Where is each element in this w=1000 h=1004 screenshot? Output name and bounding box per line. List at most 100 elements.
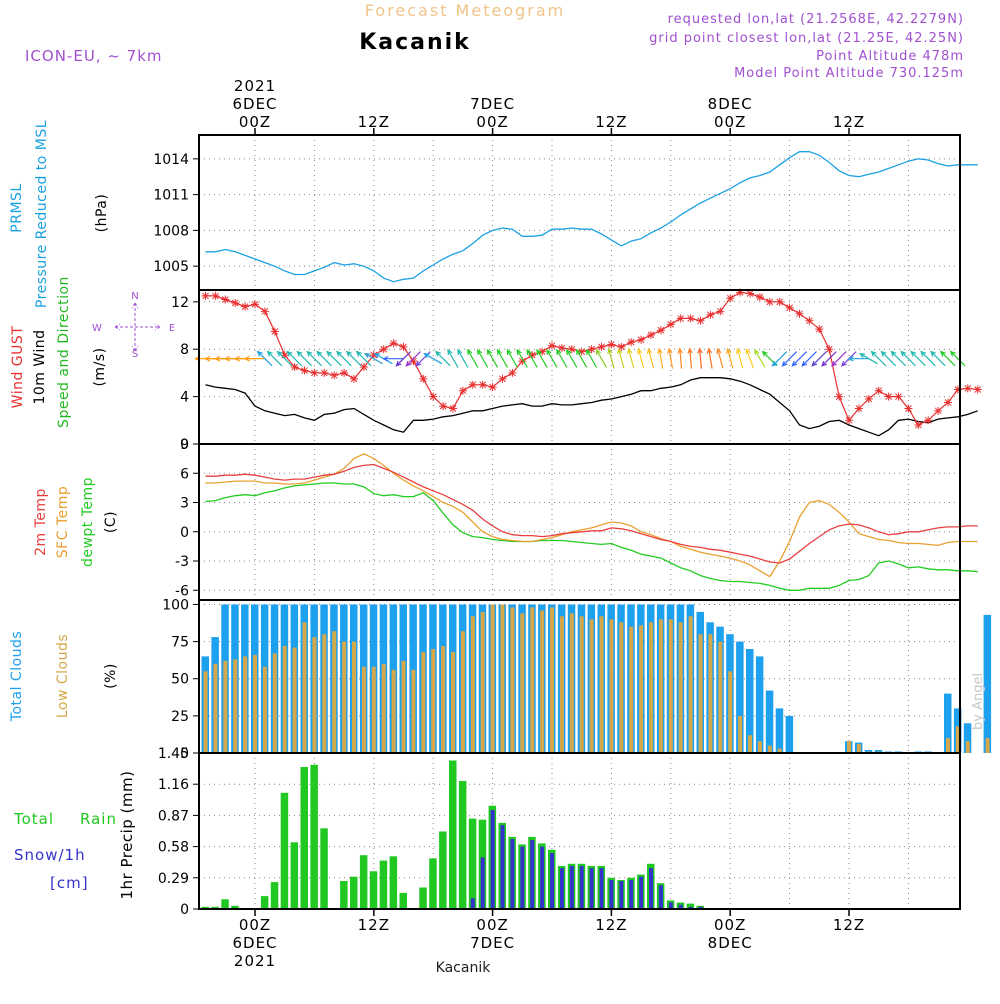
compass-e: E bbox=[169, 323, 175, 334]
temp-2m-label: 2m Temp bbox=[33, 488, 49, 556]
y-tick-label: -3 bbox=[175, 554, 189, 570]
gust-point bbox=[468, 380, 477, 389]
gust-point bbox=[617, 342, 626, 351]
rain-bar bbox=[310, 764, 318, 909]
gust-point bbox=[607, 340, 616, 349]
snow-bar bbox=[550, 853, 554, 909]
wind-direction-arrow bbox=[585, 348, 598, 368]
low-cloud-bar bbox=[282, 646, 287, 753]
clouds-low-label: Low Clouds bbox=[55, 634, 71, 718]
snow-bar bbox=[629, 880, 634, 909]
snow-bar bbox=[649, 868, 653, 909]
gust-point bbox=[567, 345, 576, 354]
rain-bar bbox=[280, 792, 289, 909]
wind-direction-arrow bbox=[457, 348, 469, 368]
low-cloud-bar bbox=[946, 738, 950, 753]
rain-bar bbox=[369, 871, 378, 909]
low-cloud-bar bbox=[431, 649, 436, 753]
wind-direction-arrow bbox=[930, 350, 946, 367]
gust-point bbox=[785, 303, 794, 312]
snow-bar bbox=[688, 906, 693, 909]
snow-bar bbox=[619, 881, 624, 909]
bottom-time-label: 00Z bbox=[239, 916, 271, 934]
low-cloud-bar bbox=[381, 663, 386, 753]
wind-direction-arrow bbox=[667, 347, 674, 369]
y-tick-label: 100 bbox=[162, 597, 189, 613]
snow-bar bbox=[559, 868, 564, 909]
total-cloud-bar bbox=[765, 690, 774, 753]
wind-direction-arrow bbox=[306, 350, 322, 367]
gust-point bbox=[755, 293, 764, 302]
gust-point bbox=[845, 416, 853, 425]
wind-direction-arrow bbox=[516, 348, 528, 368]
bottom-time-label: 12Z bbox=[595, 916, 627, 934]
top-date-label: 6DEC bbox=[232, 95, 277, 113]
low-cloud-bar bbox=[451, 652, 455, 753]
2m-temp-series-line bbox=[205, 463, 978, 564]
gust-point bbox=[656, 326, 665, 335]
wind-direction-arrow bbox=[811, 351, 827, 367]
gust-point bbox=[597, 342, 606, 351]
snow-bar bbox=[658, 885, 663, 909]
gust-point bbox=[379, 345, 388, 354]
rain-bar bbox=[340, 881, 348, 909]
low-cloud-bar bbox=[262, 666, 267, 753]
rain-bar bbox=[350, 876, 358, 909]
low-cloud-bar bbox=[609, 619, 614, 753]
y-tick-label: 8 bbox=[180, 342, 189, 358]
wind-direction-arrow bbox=[546, 348, 558, 368]
wind-direction-arrow bbox=[870, 350, 887, 367]
wind-direction-arrow bbox=[256, 350, 273, 367]
y-tick-label: 25 bbox=[171, 709, 189, 725]
gust-point bbox=[300, 366, 309, 375]
y-tick-label: 0.87 bbox=[158, 808, 189, 824]
wind-direction-arrow bbox=[646, 347, 655, 369]
rain-bar bbox=[211, 906, 219, 909]
clouds-panel: 0 25 50 75 100 bbox=[162, 597, 992, 762]
y-tick-label: 0 bbox=[180, 746, 189, 762]
gust-point bbox=[548, 341, 556, 350]
wind-direction-arrow bbox=[405, 351, 421, 367]
gust-point bbox=[389, 339, 398, 348]
compass-s: S bbox=[132, 349, 138, 360]
gust-point bbox=[478, 380, 487, 389]
wind-unit-label: (m/s) bbox=[92, 347, 108, 386]
low-cloud-bar bbox=[302, 622, 307, 753]
wind-direction-label: Speed and Direction bbox=[56, 276, 72, 428]
panel-frame bbox=[198, 289, 961, 445]
snow-bar bbox=[470, 898, 475, 909]
top-time-label: 00Z bbox=[239, 113, 271, 131]
gust-point bbox=[290, 363, 299, 371]
gust-point bbox=[864, 394, 873, 403]
rain-bar bbox=[300, 767, 308, 909]
precip-snow-unit-label: [cm] bbox=[50, 874, 89, 892]
rain-bar bbox=[429, 858, 437, 909]
y-tick-label: 0.29 bbox=[158, 871, 189, 887]
low-cloud-bar bbox=[342, 641, 347, 753]
wind-direction-arrow bbox=[736, 347, 744, 369]
snow-bar bbox=[589, 868, 594, 909]
gust-point bbox=[251, 300, 259, 309]
low-cloud-bar bbox=[371, 666, 376, 753]
rain-bar bbox=[468, 818, 477, 909]
low-cloud-bar bbox=[777, 748, 782, 753]
wind-direction-arrow bbox=[920, 350, 936, 367]
low-cloud-bar bbox=[480, 611, 485, 753]
rain-bar bbox=[686, 903, 695, 909]
wind-direction-arrow bbox=[276, 350, 293, 367]
gust-point bbox=[528, 351, 537, 360]
wind-direction-arrow bbox=[771, 351, 788, 367]
wind-direction-arrow bbox=[316, 350, 332, 367]
bottom-date-label: 6DEC bbox=[232, 934, 277, 952]
low-cloud-bar bbox=[253, 655, 257, 753]
low-cloud-bar bbox=[540, 610, 545, 753]
low-cloud-bar bbox=[965, 741, 970, 753]
precip-snow-label: Snow/1h bbox=[14, 846, 86, 864]
top-time-label: 12Z bbox=[358, 113, 390, 131]
rain-bar bbox=[221, 899, 229, 909]
low-cloud-bar bbox=[243, 656, 248, 753]
top-time-label: 00Z bbox=[476, 113, 508, 131]
gust-point bbox=[815, 325, 824, 334]
low-cloud-bar bbox=[589, 619, 594, 753]
